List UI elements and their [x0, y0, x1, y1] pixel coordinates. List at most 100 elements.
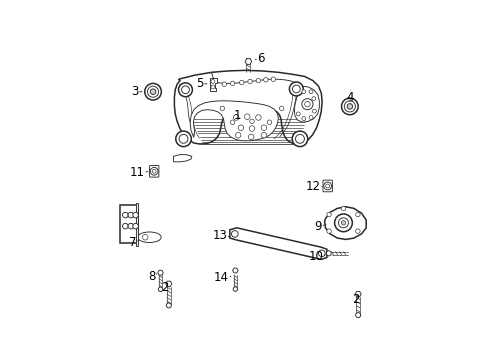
Text: 10: 10 [308, 249, 323, 262]
FancyBboxPatch shape [149, 166, 159, 177]
Polygon shape [190, 101, 278, 141]
Circle shape [249, 119, 254, 123]
Circle shape [355, 312, 360, 318]
Polygon shape [244, 59, 251, 64]
Circle shape [249, 126, 254, 131]
Circle shape [158, 287, 163, 292]
Circle shape [133, 212, 138, 218]
Circle shape [239, 80, 244, 85]
Circle shape [230, 81, 234, 86]
Circle shape [231, 231, 238, 237]
Circle shape [311, 97, 315, 100]
Circle shape [341, 221, 345, 225]
Circle shape [318, 250, 325, 257]
Ellipse shape [138, 232, 161, 243]
Circle shape [175, 131, 191, 147]
Circle shape [233, 115, 239, 120]
Circle shape [210, 80, 214, 84]
Circle shape [181, 86, 189, 94]
Circle shape [247, 79, 252, 84]
Circle shape [210, 85, 214, 89]
FancyBboxPatch shape [322, 180, 332, 192]
Polygon shape [165, 281, 172, 287]
Polygon shape [294, 86, 319, 122]
Circle shape [296, 112, 300, 116]
Circle shape [150, 167, 158, 175]
Polygon shape [173, 155, 191, 162]
Circle shape [152, 169, 156, 173]
Circle shape [301, 99, 312, 110]
Circle shape [341, 98, 357, 115]
Circle shape [230, 120, 234, 125]
Circle shape [179, 134, 187, 143]
Circle shape [301, 90, 305, 94]
Circle shape [133, 223, 138, 229]
Circle shape [222, 82, 226, 86]
Circle shape [295, 134, 304, 143]
Text: 11: 11 [129, 166, 144, 179]
Text: 12: 12 [305, 180, 320, 193]
Circle shape [128, 223, 133, 229]
Circle shape [323, 182, 331, 190]
Circle shape [292, 131, 307, 147]
Polygon shape [174, 70, 322, 144]
Text: 13: 13 [212, 229, 226, 242]
Circle shape [308, 90, 312, 94]
Circle shape [238, 125, 243, 131]
Circle shape [341, 206, 345, 211]
Circle shape [263, 77, 267, 82]
Circle shape [289, 82, 303, 96]
Circle shape [147, 86, 158, 97]
Text: 4: 4 [346, 91, 353, 104]
Circle shape [267, 120, 271, 125]
Circle shape [326, 229, 330, 233]
Text: 6: 6 [257, 52, 264, 65]
Polygon shape [120, 205, 138, 243]
Circle shape [346, 104, 352, 109]
Polygon shape [158, 270, 163, 275]
Text: 8: 8 [148, 270, 156, 283]
Circle shape [128, 212, 133, 218]
Circle shape [233, 287, 237, 291]
Circle shape [344, 101, 355, 112]
Text: 5: 5 [196, 77, 203, 90]
Circle shape [256, 78, 260, 83]
Circle shape [166, 303, 171, 308]
Circle shape [334, 214, 352, 232]
Circle shape [355, 212, 359, 217]
Circle shape [122, 212, 128, 218]
Circle shape [244, 114, 249, 120]
Circle shape [142, 234, 148, 240]
Circle shape [122, 223, 128, 229]
Text: 14: 14 [214, 271, 228, 284]
Circle shape [325, 184, 329, 188]
Polygon shape [324, 207, 366, 239]
Circle shape [338, 218, 348, 228]
Circle shape [292, 85, 300, 93]
Circle shape [261, 125, 266, 131]
Circle shape [235, 132, 241, 138]
Circle shape [355, 229, 359, 233]
Circle shape [255, 115, 261, 120]
Text: 7: 7 [129, 236, 136, 249]
Circle shape [150, 89, 156, 94]
Text: 2: 2 [161, 281, 168, 294]
Circle shape [178, 83, 192, 97]
Circle shape [308, 116, 312, 120]
Circle shape [144, 84, 161, 100]
Polygon shape [229, 228, 326, 260]
Text: 2: 2 [352, 293, 359, 306]
Polygon shape [354, 292, 361, 297]
Polygon shape [232, 268, 238, 273]
Text: 9: 9 [314, 220, 322, 233]
Text: 1: 1 [233, 109, 241, 122]
Polygon shape [209, 78, 217, 91]
Circle shape [304, 102, 309, 107]
Circle shape [248, 134, 253, 140]
Circle shape [270, 77, 275, 81]
Circle shape [220, 106, 224, 111]
Circle shape [312, 109, 316, 113]
Circle shape [326, 212, 330, 217]
Circle shape [279, 106, 284, 111]
Text: 3: 3 [131, 85, 138, 98]
